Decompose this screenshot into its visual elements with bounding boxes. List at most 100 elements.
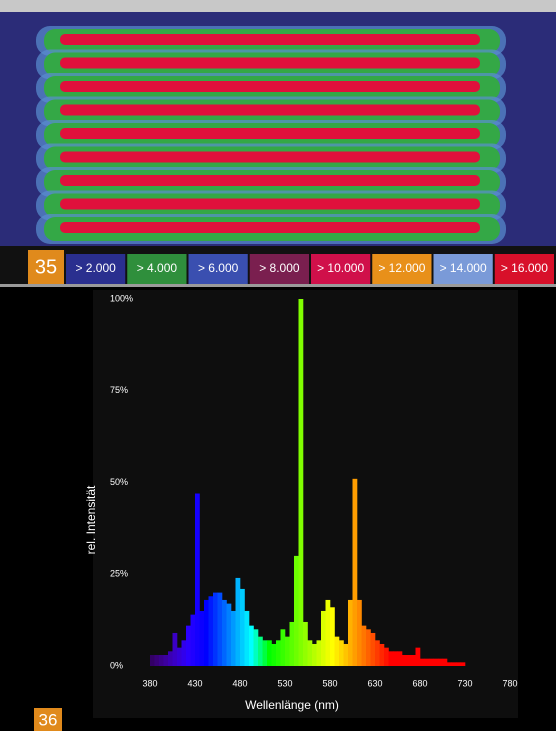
bar <box>209 596 214 666</box>
stripe-red <box>60 81 480 92</box>
bar <box>366 629 371 666</box>
bar <box>285 637 290 666</box>
bar <box>371 633 376 666</box>
bar <box>150 655 155 666</box>
bar <box>222 600 227 666</box>
bar <box>191 615 196 666</box>
bar <box>420 659 425 666</box>
bar <box>200 611 205 666</box>
x-axis-title: Wellenlänge (nm) <box>245 698 339 712</box>
stripe-red <box>60 34 480 45</box>
bar <box>335 637 340 666</box>
bar <box>330 607 335 666</box>
bar <box>443 659 448 666</box>
bar <box>249 626 254 666</box>
x-tick-label: 430 <box>187 678 202 688</box>
bar <box>434 659 439 666</box>
bar <box>411 655 416 666</box>
legend-label: > 16.000 <box>501 261 548 275</box>
bar <box>344 644 349 666</box>
x-tick-label: 480 <box>232 678 247 688</box>
x-tick-label: 580 <box>322 678 337 688</box>
bar <box>258 637 263 666</box>
bar <box>299 299 304 666</box>
stripe-red <box>60 105 480 116</box>
y-tick-label: 75% <box>110 385 128 395</box>
bar <box>276 640 281 666</box>
thermal-stripes <box>36 26 506 244</box>
x-tick-label: 530 <box>277 678 292 688</box>
bar <box>186 626 191 666</box>
bar <box>452 662 457 666</box>
stripe-red <box>60 222 480 233</box>
bar <box>281 629 286 666</box>
figure-number: 35 <box>35 256 57 278</box>
bar <box>155 655 160 666</box>
bar <box>357 600 362 666</box>
bar <box>308 640 313 666</box>
x-tick-label: 680 <box>412 678 427 688</box>
legend-label: > 10.000 <box>317 261 364 275</box>
y-tick-label: 100% <box>110 293 133 303</box>
stripe-red <box>60 152 480 163</box>
x-tick-label: 380 <box>142 678 157 688</box>
bar <box>182 640 187 666</box>
legend-label: > 4.000 <box>137 261 178 275</box>
bar <box>218 593 223 666</box>
bar <box>312 644 317 666</box>
bar <box>254 629 259 666</box>
bar <box>425 659 430 666</box>
bar <box>164 655 169 666</box>
legend-label: > 14.000 <box>440 261 487 275</box>
figure-number: 36 <box>39 710 58 729</box>
bar <box>416 648 421 666</box>
y-tick-label: 0% <box>110 660 123 670</box>
legend-label: > 6.000 <box>198 261 239 275</box>
bar <box>204 600 209 666</box>
legend-label: > 8.000 <box>259 261 300 275</box>
bar <box>339 640 344 666</box>
bar <box>380 644 385 666</box>
y-tick-label: 25% <box>110 569 128 579</box>
bar <box>290 622 295 666</box>
stripe-red <box>60 175 480 186</box>
bar <box>240 589 245 666</box>
y-axis-title: rel. Intensität <box>84 485 98 554</box>
stripe-red <box>60 58 480 69</box>
x-tick-label: 730 <box>457 678 472 688</box>
bar <box>263 640 268 666</box>
bar <box>177 648 182 666</box>
bar <box>326 600 331 666</box>
bar <box>272 644 277 666</box>
top-border <box>0 0 556 12</box>
bar <box>375 640 380 666</box>
bar <box>245 611 250 666</box>
legend-label: > 2.000 <box>75 261 116 275</box>
bar <box>348 600 353 666</box>
stripe-red <box>60 199 480 210</box>
bar <box>402 655 407 666</box>
page: {"figure_35": {"number": "35", "legend":… <box>0 0 556 731</box>
x-tick-label: 780 <box>502 678 517 688</box>
bar <box>168 651 173 666</box>
bar <box>317 640 322 666</box>
bar <box>384 648 389 666</box>
bar <box>353 479 358 666</box>
bar <box>267 640 272 666</box>
x-tick-label: 630 <box>367 678 382 688</box>
bar <box>407 655 412 666</box>
y-tick-label: 50% <box>110 477 128 487</box>
separator <box>0 284 556 287</box>
bar <box>159 655 164 666</box>
bar <box>389 651 394 666</box>
bar <box>393 651 398 666</box>
bar <box>213 593 218 666</box>
bar <box>231 611 236 666</box>
bar <box>461 662 466 666</box>
bar <box>321 611 326 666</box>
bar <box>294 556 299 666</box>
stripe-red <box>60 128 480 139</box>
bar <box>362 626 367 666</box>
bar <box>227 604 232 666</box>
bar <box>195 494 200 666</box>
